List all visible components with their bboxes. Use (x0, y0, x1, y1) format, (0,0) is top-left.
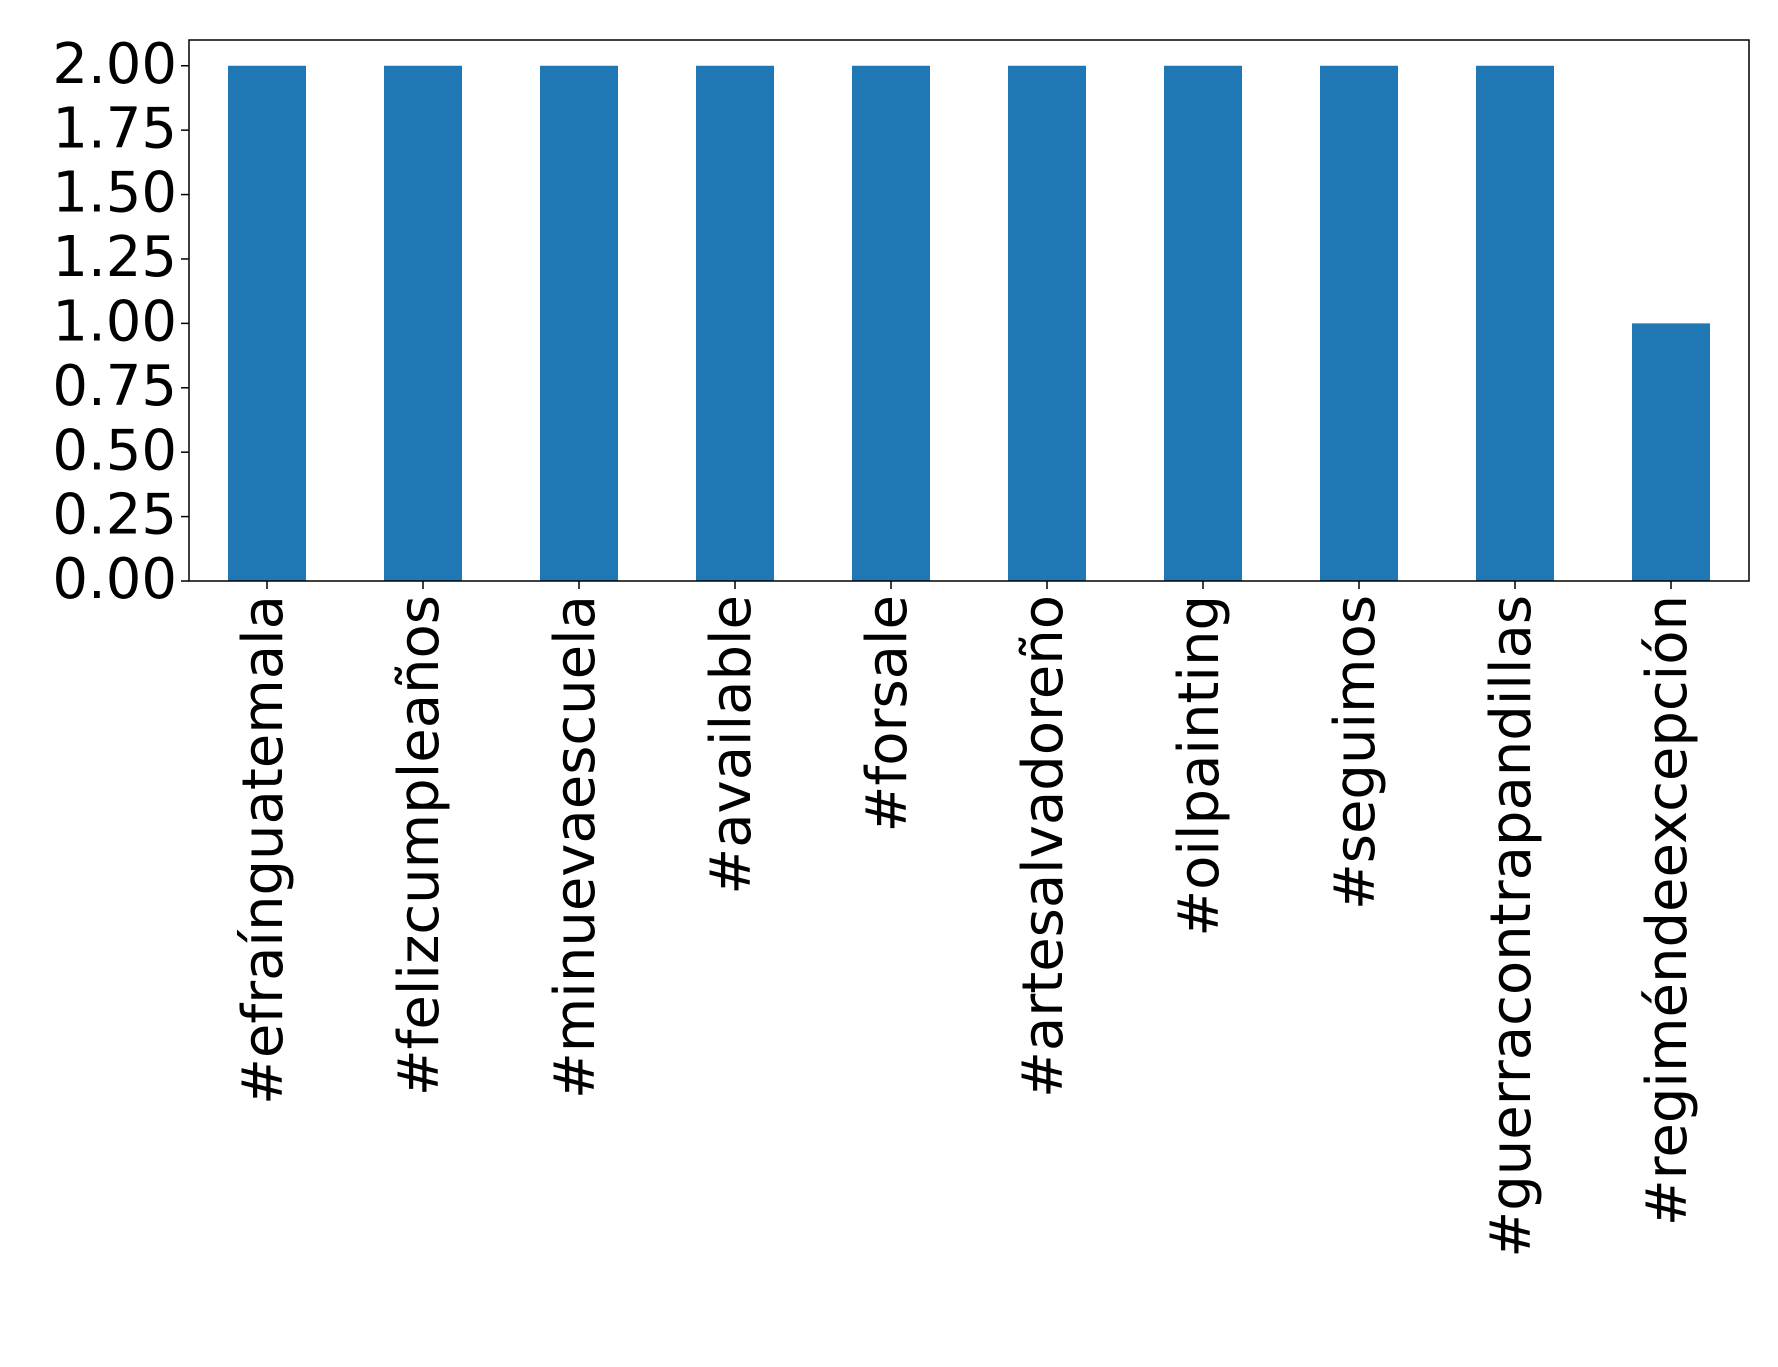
y-tick-label: 0.25 (52, 483, 177, 548)
x-tick-label: #minuevaescuela (543, 595, 608, 1099)
x-tick-label: #artesalvadoreño (1011, 595, 1076, 1098)
bar (1632, 323, 1710, 581)
bar (540, 65, 618, 581)
bar (696, 65, 774, 581)
bar (1320, 65, 1398, 581)
bar (1008, 65, 1086, 581)
y-tick-label: 1.75 (52, 96, 177, 161)
x-tick-label: #oilpainting (1167, 595, 1232, 937)
x-tick-label: #regiméndeexcepción (1635, 595, 1700, 1226)
y-tick-label: 0.50 (52, 418, 177, 483)
bar (1164, 65, 1242, 581)
x-tick-label: #forsale (855, 595, 920, 832)
y-tick-label: 1.00 (52, 290, 177, 355)
x-tick-label: #seguimos (1323, 595, 1388, 910)
y-tick-label: 0.75 (52, 354, 177, 419)
y-tick-label: 0.00 (52, 547, 177, 612)
bar (852, 65, 930, 581)
y-tick-label: 1.25 (52, 225, 177, 290)
x-tick-label: #efraínguatemala (231, 595, 296, 1105)
x-tick-label: #felizcumpleaños (387, 595, 452, 1096)
plot-frame (188, 39, 1750, 582)
bar (384, 65, 462, 581)
x-tick-label: #guerracontrapandillas (1479, 595, 1544, 1258)
y-tick-label: 1.50 (52, 161, 177, 226)
y-tick-label: 2.00 (52, 32, 177, 97)
x-tick-label: #available (699, 595, 764, 895)
bar (228, 65, 306, 581)
bar (1476, 65, 1554, 581)
